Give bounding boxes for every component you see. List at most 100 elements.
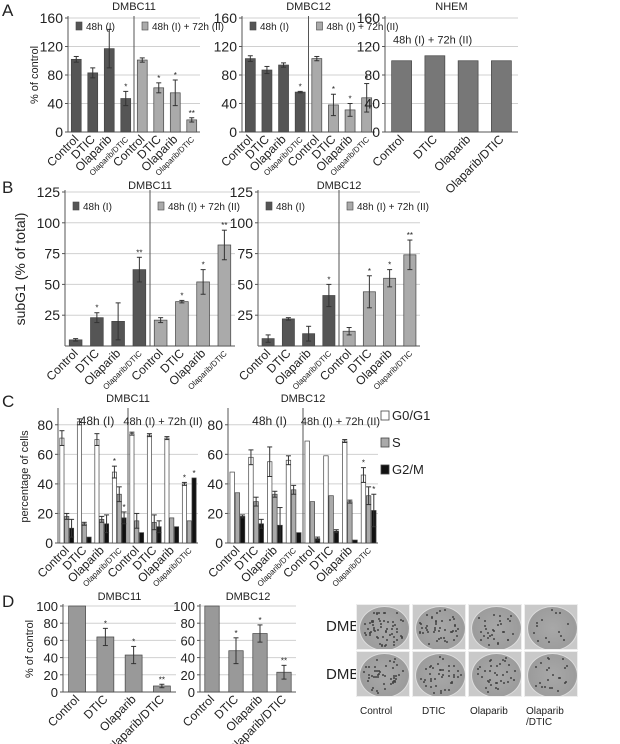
colony-dot: [400, 619, 403, 622]
photo-column-label: Olaparib: [470, 706, 508, 717]
colony-dot: [389, 660, 392, 663]
y-tick-label: 80: [44, 616, 58, 631]
colony-dot: [443, 636, 446, 639]
colony-dot: [551, 687, 554, 690]
colony-dot: [377, 676, 380, 678]
colony-dot: [565, 665, 568, 668]
colony-plate: [412, 604, 466, 650]
y-tick-label: 125: [230, 184, 254, 200]
bar: [360, 474, 367, 544]
colony-dot: [487, 690, 490, 693]
colony-dot: [380, 645, 383, 648]
dish-image: [527, 606, 577, 649]
colony-dot: [489, 664, 492, 667]
colony-dot: [434, 685, 437, 688]
colony-dot: [384, 644, 387, 647]
bar: [391, 60, 412, 133]
y-axis-label: % of control: [29, 46, 41, 104]
colony-dot: [369, 633, 372, 636]
colony-dot: [392, 677, 395, 680]
y-tick-label: 100: [173, 599, 195, 614]
panel-letter-d: D: [2, 592, 15, 611]
chart-B2: DMBC12255075100125ControlDTICOlaparib*Ol…: [230, 180, 429, 392]
bar: [239, 516, 246, 544]
y-tick-label: 0: [372, 124, 380, 140]
colony-dot: [371, 623, 374, 626]
colony-dot: [457, 670, 460, 673]
colony-dot: [371, 686, 374, 689]
colony-dot: [561, 658, 564, 661]
colony-dot: [451, 629, 454, 632]
colony-dot: [425, 626, 428, 629]
bar: [342, 440, 348, 544]
photo-column-label: DTIC: [422, 706, 446, 717]
annotation: 48h (I) + 72h (II): [393, 35, 472, 47]
colony-dot: [444, 689, 447, 692]
significance-mark: *: [180, 291, 183, 300]
legend-label: 48h (I) + 72h (II): [357, 202, 429, 213]
significance-mark: *: [113, 457, 116, 466]
bar: [272, 493, 278, 544]
legend-swatch: [380, 464, 390, 475]
colony-dot: [385, 638, 388, 641]
colony-dot: [376, 691, 379, 694]
legend-swatch: [75, 21, 83, 31]
bar: [424, 55, 446, 133]
colony-dot: [425, 685, 428, 688]
colony-dot: [509, 619, 512, 622]
y-tick-label: 60: [44, 633, 58, 648]
colony-dot: [374, 675, 377, 678]
colony-dot: [427, 631, 430, 634]
colony-dot: [429, 686, 432, 689]
y-tick-label: 0: [229, 124, 237, 140]
bar: [234, 492, 240, 544]
bar: [99, 519, 105, 544]
colony-dot: [541, 619, 544, 622]
colony-dot: [546, 656, 549, 659]
significance-mark: *: [123, 503, 126, 512]
significance-mark: *: [124, 82, 127, 91]
colony-dot: [428, 672, 431, 675]
legend-swatch: [316, 21, 323, 31]
colony-dot: [396, 664, 399, 667]
bar: [68, 605, 86, 693]
y-tick-label: 50: [44, 276, 60, 292]
colony-dot: [479, 639, 482, 642]
colony-dot: [481, 676, 484, 679]
colony-dot: [443, 640, 446, 643]
colony-dot: [372, 676, 375, 679]
legend-swatch: [380, 410, 390, 421]
y-axis-label: % of control: [24, 620, 36, 678]
colony-dot: [485, 687, 488, 690]
colony-plate: [524, 604, 578, 650]
y-tick-label: 40: [207, 476, 223, 492]
period-label: 48h (I): [252, 414, 287, 428]
y-tick-label: 160: [40, 10, 64, 26]
colony-dot: [495, 681, 498, 684]
colony-dot: [389, 633, 392, 636]
colony-dot: [510, 676, 513, 679]
legend-label: G2/M: [392, 462, 424, 477]
colony-dot: [381, 674, 384, 677]
colony-dot: [419, 621, 422, 624]
bar: [253, 501, 259, 544]
colony-dot: [374, 670, 377, 673]
bar: [294, 91, 306, 133]
colony-dot: [552, 673, 555, 676]
y-tick-label: 80: [221, 67, 237, 83]
colony-dot: [365, 633, 368, 636]
colony-dot: [421, 631, 424, 634]
colony-dot: [382, 611, 385, 614]
colony-dot: [392, 643, 395, 646]
colony-dot: [393, 660, 396, 663]
y-tick-label: 160: [357, 10, 381, 26]
colony-dot: [534, 666, 537, 669]
colony-dot: [440, 637, 443, 640]
colony-dot: [394, 623, 397, 626]
colony-plate: [468, 651, 522, 697]
significance-mark: **: [159, 675, 165, 684]
chart-title: DMBC11: [128, 180, 172, 192]
bar: [174, 526, 180, 544]
bar: [186, 520, 192, 544]
